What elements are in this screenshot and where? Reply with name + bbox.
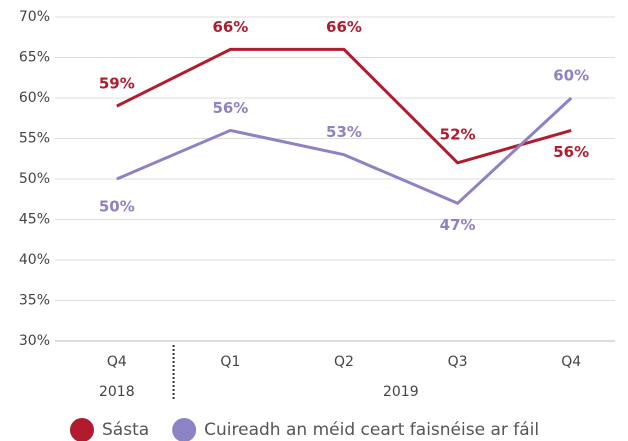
- y-tick-label: 55%: [19, 131, 50, 147]
- year-label: 2019: [383, 384, 419, 400]
- x-tick-label: Q1: [220, 354, 240, 370]
- value-label: 53%: [326, 123, 362, 141]
- y-tick-label: 65%: [19, 50, 50, 66]
- y-tick-label: 70%: [19, 9, 50, 25]
- x-tick-label: Q3: [448, 354, 468, 370]
- value-label: 66%: [326, 18, 362, 36]
- year-label: 2018: [99, 384, 135, 400]
- value-label: 56%: [212, 99, 248, 117]
- y-tick-label: 45%: [19, 212, 50, 228]
- value-label: 56%: [553, 143, 589, 161]
- legend-swatch: [70, 418, 94, 441]
- value-label: 66%: [212, 18, 248, 36]
- y-tick-label: 30%: [19, 333, 50, 349]
- series-line: [116, 47, 572, 165]
- legend-label: Cuireadh an méid ceart faisnéise ar fáil: [204, 420, 539, 440]
- legend-swatch: [172, 418, 197, 441]
- y-tick-label: 60%: [19, 90, 50, 106]
- y-tick-label: 50%: [19, 171, 50, 187]
- y-tick-label: 40%: [19, 252, 50, 268]
- y-tick-label: 35%: [19, 293, 50, 309]
- legend-label: Sásta: [102, 420, 149, 440]
- value-label: 50%: [99, 198, 135, 216]
- series-line: [116, 96, 573, 206]
- x-tick-label: Q4: [561, 354, 581, 370]
- value-label: 47%: [440, 216, 476, 234]
- value-label: 59%: [99, 75, 135, 93]
- x-tick-label: Q4: [107, 354, 127, 370]
- x-tick-label: Q2: [334, 354, 354, 370]
- value-label: 60%: [553, 67, 589, 85]
- value-label: 52%: [440, 125, 476, 143]
